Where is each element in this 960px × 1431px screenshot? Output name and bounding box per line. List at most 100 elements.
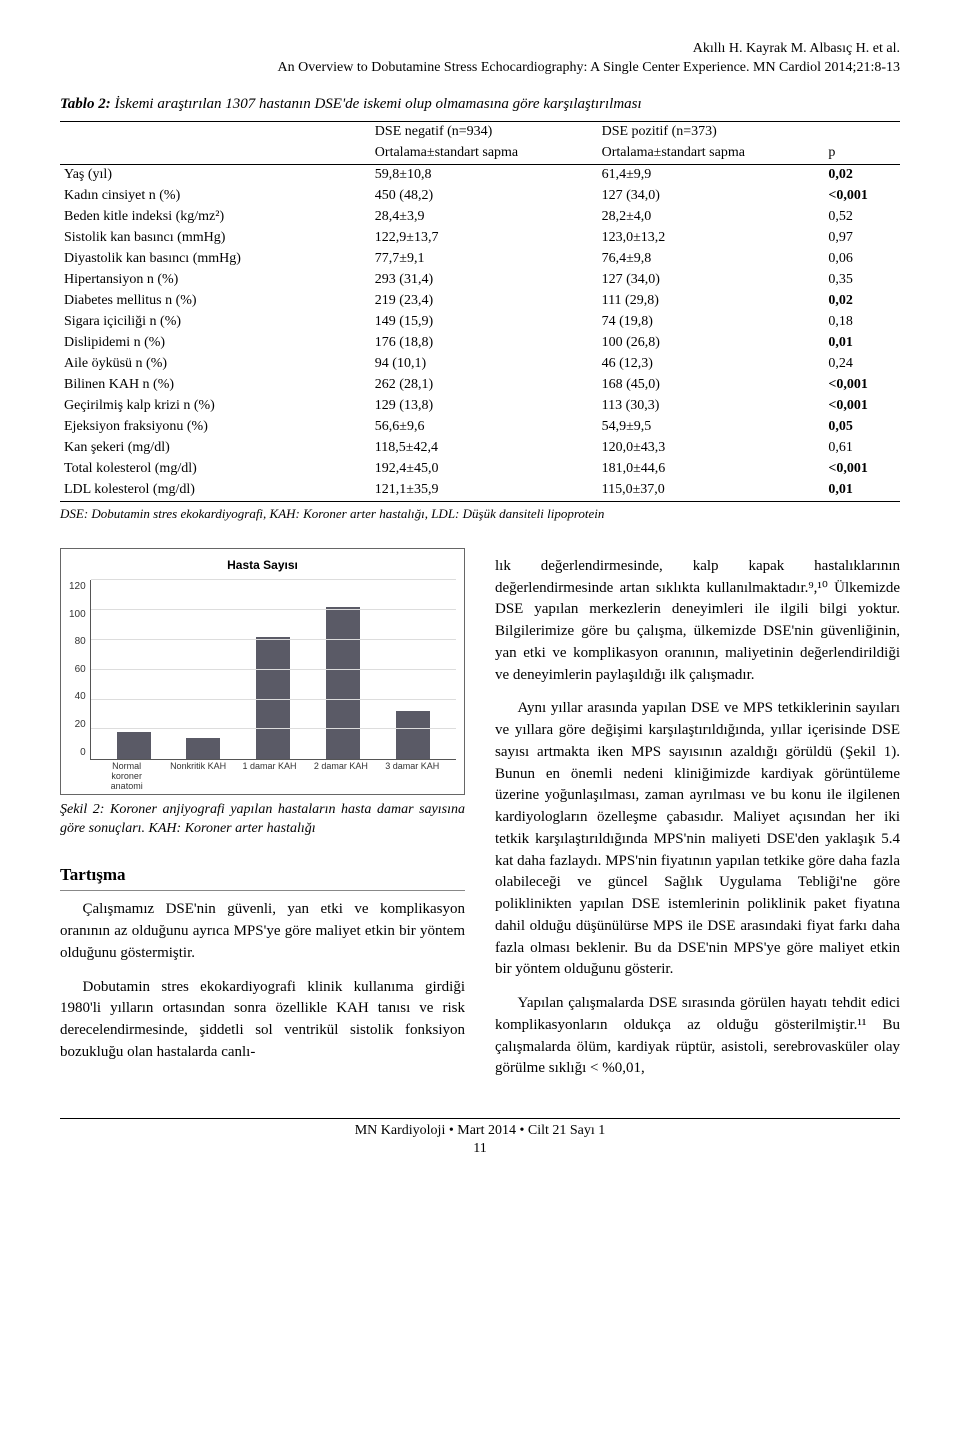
- table-cell: Yaş (yıl): [60, 164, 371, 186]
- table-cell: 181,0±44,6: [598, 459, 825, 480]
- table-row: LDL kolesterol (mg/dl)121,1±35,9115,0±37…: [60, 480, 900, 502]
- table-cell: 0,01: [824, 480, 900, 502]
- table-cell: Diabetes mellitus n (%): [60, 291, 371, 312]
- table-cell: 54,9±9,5: [598, 417, 825, 438]
- table-cell: 127 (34,0): [598, 186, 825, 207]
- table-cell: Geçirilmiş kalp krizi n (%): [60, 396, 371, 417]
- table-cell: 76,4±9,8: [598, 249, 825, 270]
- chart-y-axis: 120100806040200: [69, 580, 90, 760]
- table-cell: 0,01: [824, 333, 900, 354]
- y-tick: 120: [69, 580, 86, 595]
- table-cell: Ejeksiyon fraksiyonu (%): [60, 417, 371, 438]
- table-cell: Kan şekeri (mg/dl): [60, 438, 371, 459]
- chart-title: Hasta Sayısı: [69, 557, 456, 574]
- section-title: Tartışma: [60, 863, 465, 892]
- table-cell: Hipertansiyon n (%): [60, 270, 371, 291]
- table-cell: 100 (26,8): [598, 333, 825, 354]
- table-cell: 129 (13,8): [371, 396, 598, 417]
- gridline: [91, 579, 456, 580]
- table-cell: 168 (45,0): [598, 375, 825, 396]
- table-row: Diyastolik kan basıncı (mmHg)77,7±9,176,…: [60, 249, 900, 270]
- table-cell: 450 (48,2): [371, 186, 598, 207]
- table-cell: 94 (10,1): [371, 354, 598, 375]
- table-row: Aile öyküsü n (%)94 (10,1)46 (12,3)0,24: [60, 354, 900, 375]
- table-cell: Dislipidemi n (%): [60, 333, 371, 354]
- table-row: Beden kitle indeksi (kg/mz²)28,4±3,928,2…: [60, 207, 900, 228]
- footer: MN Kardiyoloji • Mart 2014 • Cilt 21 Say…: [60, 1123, 900, 1157]
- table2-col2-header: DSE pozitif (n=373): [598, 121, 825, 143]
- table-cell: 113 (30,3): [598, 396, 825, 417]
- table-cell: 115,0±37,0: [598, 480, 825, 502]
- table-row: Bilinen KAH n (%)262 (28,1)168 (45,0)<0,…: [60, 375, 900, 396]
- table-cell: 0,05: [824, 417, 900, 438]
- footer-rule: [60, 1118, 900, 1119]
- table-cell: Total kolesterol (mg/dl): [60, 459, 371, 480]
- table-cell: 122,9±13,7: [371, 228, 598, 249]
- table-cell: <0,001: [824, 375, 900, 396]
- figure2-caption: Şekil 2: Koroner anjiyografi yapılan has…: [60, 801, 465, 839]
- gridline: [91, 669, 456, 670]
- table-cell: 0,02: [824, 291, 900, 312]
- table-cell: 61,4±9,9: [598, 164, 825, 186]
- table-row: Dislipidemi n (%)176 (18,8)100 (26,8)0,0…: [60, 333, 900, 354]
- table-cell: 28,2±4,0: [598, 207, 825, 228]
- left-column: Hasta Sayısı 120100806040200 Normal koro…: [60, 548, 465, 1092]
- table-cell: <0,001: [824, 186, 900, 207]
- table2-p-header: p: [824, 143, 900, 165]
- right-column: lık değerlendirmesinde, kalp kapak hasta…: [495, 548, 900, 1092]
- chart-x-labels: Normal koroner anatomiNonkritik KAH1 dam…: [69, 760, 456, 792]
- table-row: Sistolik kan basıncı (mmHg)122,9±13,7123…: [60, 228, 900, 249]
- bar: [396, 711, 430, 759]
- table-cell: 293 (31,4): [371, 270, 598, 291]
- y-tick: 20: [69, 718, 86, 733]
- body-paragraph: Çalışmamız DSE'nin güvenli, yan etki ve …: [60, 899, 465, 964]
- x-label: Nonkritik KAH: [169, 762, 227, 792]
- table-row: Diabetes mellitus n (%)219 (23,4)111 (29…: [60, 291, 900, 312]
- y-tick: 80: [69, 635, 86, 650]
- table2-title-text: İskemi araştırılan 1307 hastanın DSE'de …: [114, 96, 641, 112]
- bar: [326, 607, 360, 759]
- table-cell: 0,18: [824, 312, 900, 333]
- body-paragraph: Dobutamin stres ekokardiyografi klinik k…: [60, 977, 465, 1064]
- footer-journal: MN Kardiyoloji • Mart 2014 • Cilt 21 Say…: [60, 1123, 900, 1139]
- table-cell: 59,8±10,8: [371, 164, 598, 186]
- bar: [117, 732, 151, 759]
- footer-page: 11: [60, 1141, 900, 1157]
- body-paragraph: Aynı yıllar arasında yapılan DSE ve MPS …: [495, 698, 900, 981]
- header-title: An Overview to Dobutamine Stress Echocar…: [60, 59, 900, 78]
- table-cell: 0,52: [824, 207, 900, 228]
- body-paragraph: Yapılan çalışmalarda DSE sırasında görül…: [495, 993, 900, 1080]
- table-row: Geçirilmiş kalp krizi n (%)129 (13,8)113…: [60, 396, 900, 417]
- table-row: Kan şekeri (mg/dl)118,5±42,4120,0±43,30,…: [60, 438, 900, 459]
- table-row: Kadın cinsiyet n (%)450 (48,2)127 (34,0)…: [60, 186, 900, 207]
- table-cell: 0,24: [824, 354, 900, 375]
- y-tick: 40: [69, 690, 86, 705]
- x-label: 2 damar KAH: [312, 762, 370, 792]
- table-row: Sigara içiciliği n (%)149 (15,9)74 (19,8…: [60, 312, 900, 333]
- table-cell: Bilinen KAH n (%): [60, 375, 371, 396]
- table-cell: 77,7±9,1: [371, 249, 598, 270]
- table2-title-prefix: Tablo 2:: [60, 96, 111, 112]
- table-cell: 127 (34,0): [598, 270, 825, 291]
- table-cell: 0,61: [824, 438, 900, 459]
- table2-col1-header: DSE negatif (n=934): [371, 121, 598, 143]
- body-paragraph: lık değerlendirmesinde, kalp kapak hasta…: [495, 556, 900, 687]
- table-cell: 149 (15,9): [371, 312, 598, 333]
- y-tick: 0: [69, 746, 86, 761]
- chart-plot: [90, 580, 456, 760]
- table-cell: Sigara içiciliği n (%): [60, 312, 371, 333]
- y-tick: 100: [69, 608, 86, 623]
- gridline: [91, 609, 456, 610]
- table-row: Hipertansiyon n (%)293 (31,4)127 (34,0)0…: [60, 270, 900, 291]
- table-cell: Diyastolik kan basıncı (mmHg): [60, 249, 371, 270]
- table-cell: 0,97: [824, 228, 900, 249]
- running-header: Akıllı H. Kayrak M. Albasıç H. et al. An…: [60, 40, 900, 78]
- table-cell: Kadın cinsiyet n (%): [60, 186, 371, 207]
- table-cell: 123,0±13,2: [598, 228, 825, 249]
- gridline: [91, 728, 456, 729]
- table-row: Yaş (yıl)59,8±10,861,4±9,90,02: [60, 164, 900, 186]
- table-cell: 0,35: [824, 270, 900, 291]
- table-cell: 176 (18,8): [371, 333, 598, 354]
- figure2-chart: Hasta Sayısı 120100806040200 Normal koro…: [60, 548, 465, 795]
- table-row: Ejeksiyon fraksiyonu (%)56,6±9,654,9±9,5…: [60, 417, 900, 438]
